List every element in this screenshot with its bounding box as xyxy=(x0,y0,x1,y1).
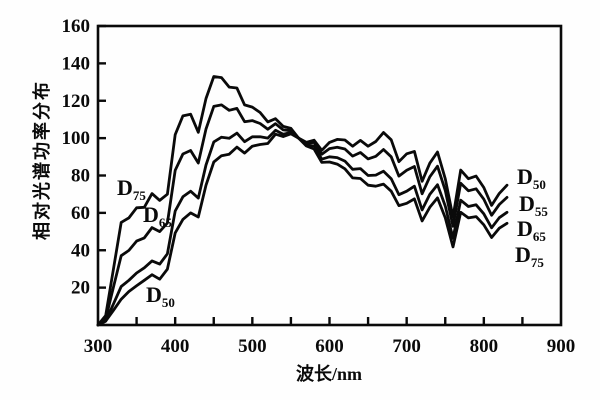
y-tick-label: 100 xyxy=(62,128,91,149)
curve-label-left-d65: D65 xyxy=(143,202,172,230)
x-tick-label: 700 xyxy=(392,336,421,357)
curve-label-right-d55: D55 xyxy=(519,191,548,219)
curve-label-right-d65: D65 xyxy=(517,216,546,244)
plot-frame xyxy=(96,24,563,327)
y-tick-label: 120 xyxy=(62,91,91,112)
y-tick-label: 40 xyxy=(71,240,90,261)
x-tick-label: 400 xyxy=(161,336,190,357)
x-tick-label: 500 xyxy=(238,336,267,357)
y-tick-label: 60 xyxy=(71,203,90,224)
y-tick-label: 140 xyxy=(62,53,91,74)
curve-label-right-d75: D75 xyxy=(515,242,544,270)
y-tick-label: 20 xyxy=(71,278,90,299)
x-axis-title: 波长/nm xyxy=(295,364,362,384)
curve-label-right-d50: D50 xyxy=(517,164,546,192)
y-axis-title: 相对光谱功率分布 xyxy=(32,80,52,240)
x-tick-label: 900 xyxy=(547,336,576,357)
y-tick-label: 80 xyxy=(71,166,90,187)
curve-label-left-d50: D50 xyxy=(146,282,175,310)
x-tick-label: 600 xyxy=(315,336,344,357)
y-tick-label: 160 xyxy=(62,16,91,37)
x-tick-label: 800 xyxy=(470,336,499,357)
curve-d50 xyxy=(96,131,509,327)
x-tick-label: 300 xyxy=(84,336,113,357)
curve-label-left-d75: D75 xyxy=(117,175,146,203)
